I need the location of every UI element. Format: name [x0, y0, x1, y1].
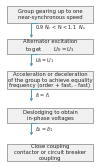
FancyBboxPatch shape: [7, 108, 93, 123]
FancyBboxPatch shape: [7, 144, 93, 161]
FancyBboxPatch shape: [7, 6, 93, 23]
Text: Deslodging to obtain
in-phase voltages: Deslodging to obtain in-phase voltages: [23, 110, 77, 121]
Text: $f_0 = f_1$: $f_0 = f_1$: [35, 91, 51, 100]
FancyBboxPatch shape: [7, 39, 93, 54]
Text: $\delta_0 = \delta_1$: $\delta_0 = \delta_1$: [35, 125, 53, 134]
Text: Close coupling
contactor or circuit breaker
coupling: Close coupling contactor or circuit brea…: [14, 144, 86, 161]
Text: Acceleration or deceleration
of the group to achieve equality
frequency (order +: Acceleration or deceleration of the grou…: [8, 72, 92, 89]
Text: Alternator excitation
to get        $U_0 = U_1$: Alternator excitation to get $U_0 = U_1$: [23, 39, 77, 54]
Text: Group gearing up to one
near-synchronous speed: Group gearing up to one near-synchronous…: [18, 9, 82, 20]
FancyBboxPatch shape: [7, 71, 93, 89]
Text: $U_0 = U_1$: $U_0 = U_1$: [35, 56, 54, 65]
Text: 0.9 $N_s$ < N < 1.1  $N_s$: 0.9 $N_s$ < N < 1.1 $N_s$: [35, 23, 86, 32]
